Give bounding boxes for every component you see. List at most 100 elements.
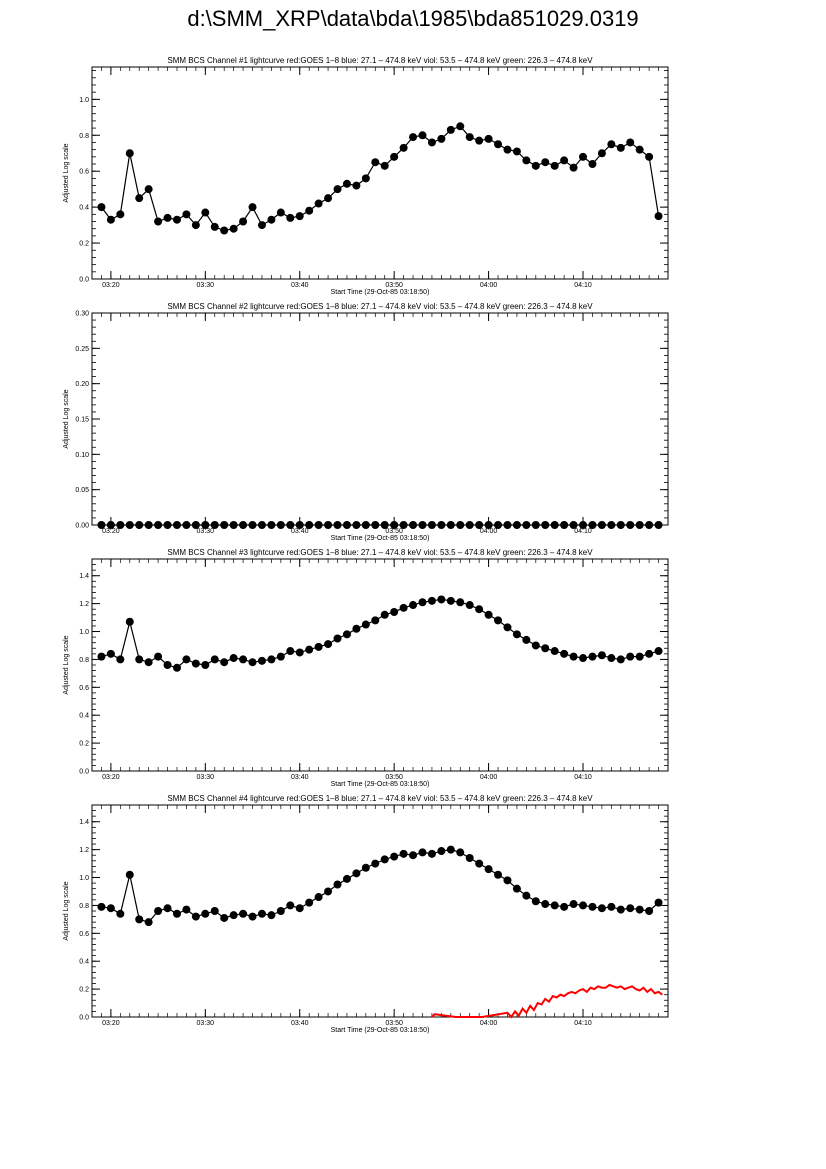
data-point [276, 208, 285, 217]
data-point [295, 648, 304, 657]
x-tick-label: 03:30 [197, 282, 215, 289]
data-point [135, 521, 144, 529]
data-point [229, 911, 238, 920]
x-tick-label: 03:50 [385, 774, 403, 781]
y-tick-label: 0.0 [79, 1015, 89, 1022]
x-tick-label: 03:30 [197, 774, 215, 781]
data-point [607, 140, 616, 149]
data-point [276, 521, 285, 529]
data-point [125, 617, 134, 626]
data-point [267, 215, 276, 224]
data-point [503, 521, 512, 529]
data-point [465, 521, 474, 529]
data-point [560, 649, 569, 658]
data-point [645, 152, 654, 161]
data-point [427, 521, 436, 529]
data-point [191, 521, 200, 529]
data-point [248, 658, 257, 667]
data-point [314, 521, 323, 529]
data-point [512, 521, 521, 529]
x-tick-label: 03:50 [385, 1020, 403, 1027]
y-tick-label: 0.25 [75, 346, 89, 353]
data-point [116, 210, 125, 219]
data-point [626, 652, 635, 661]
data-point [427, 138, 436, 147]
data-point [399, 849, 408, 858]
data-point [588, 902, 597, 911]
data-point [512, 884, 521, 893]
data-point [475, 605, 484, 614]
data-point [248, 912, 257, 921]
chart-panel-4: SMM BCS Channel #4 lightcurve red:GOES 1… [63, 794, 669, 1034]
data-point [494, 870, 503, 879]
y-tick-label: 0.4 [79, 713, 89, 720]
data-point [324, 887, 333, 896]
data-point [191, 221, 200, 230]
data-point [437, 134, 446, 143]
data-point [333, 634, 342, 643]
x-tick-label: 03:40 [291, 282, 309, 289]
data-point [342, 521, 351, 529]
data-point [446, 521, 455, 529]
x-tick-label: 04:00 [480, 1020, 498, 1027]
data-point [399, 143, 408, 152]
data-point [144, 185, 153, 194]
data-point [522, 891, 531, 900]
data-point [239, 655, 248, 664]
x-tick-label: 04:10 [574, 774, 592, 781]
x-tick-label: 04:00 [480, 774, 498, 781]
data-point [305, 206, 314, 215]
data-point [220, 658, 229, 667]
data-point [267, 521, 276, 529]
data-point [97, 203, 106, 212]
x-tick-label: 03:20 [102, 774, 120, 781]
chart-panel-3: SMM BCS Channel #3 lightcurve red:GOES 1… [63, 548, 669, 788]
x-tick-label: 03:40 [291, 528, 309, 535]
data-point [352, 181, 361, 190]
data-point [494, 521, 503, 529]
y-tick-label: 0.0 [79, 277, 89, 284]
y-tick-label: 0.2 [79, 741, 89, 748]
x-axis-label: Start Time (29-Oct-85 03:18:50) [331, 781, 430, 788]
data-point [295, 521, 304, 529]
data-point [116, 655, 125, 664]
x-axis-label: Start Time (29-Oct-85 03:18:50) [331, 289, 430, 296]
y-axis-label: Adjusted Log scale [63, 143, 70, 202]
data-point [512, 147, 521, 156]
data-point [248, 203, 257, 212]
y-tick-label: 0.20 [75, 381, 89, 388]
series-line-1 [431, 983, 663, 1019]
data-point [635, 905, 644, 914]
data-point [191, 912, 200, 921]
data-point [409, 601, 418, 610]
data-point [116, 521, 125, 529]
data-point [286, 213, 295, 222]
data-point [154, 907, 163, 915]
y-tick-label: 0.4 [79, 205, 89, 212]
data-point [371, 859, 380, 868]
data-point [418, 598, 427, 607]
data-point [182, 210, 191, 219]
data-point [182, 655, 191, 664]
data-point [560, 156, 569, 165]
data-point [503, 876, 512, 885]
x-tick-label: 03:50 [385, 282, 403, 289]
data-point [418, 521, 427, 529]
x-tick-label: 03:40 [291, 1020, 309, 1027]
y-tick-label: 0.2 [79, 987, 89, 994]
data-point [380, 161, 389, 170]
data-point [210, 521, 219, 529]
data-point [239, 521, 248, 529]
data-point [579, 901, 588, 910]
data-point [569, 900, 578, 909]
data-point [97, 902, 106, 911]
data-point [220, 521, 229, 529]
data-point [324, 521, 333, 529]
data-point [597, 651, 606, 660]
data-point [494, 616, 503, 625]
data-point [371, 521, 380, 529]
chart-title: SMM BCS Channel #4 lightcurve red:GOES 1… [167, 794, 593, 803]
data-point [324, 640, 333, 649]
data-point [456, 848, 465, 857]
data-point [465, 133, 474, 142]
